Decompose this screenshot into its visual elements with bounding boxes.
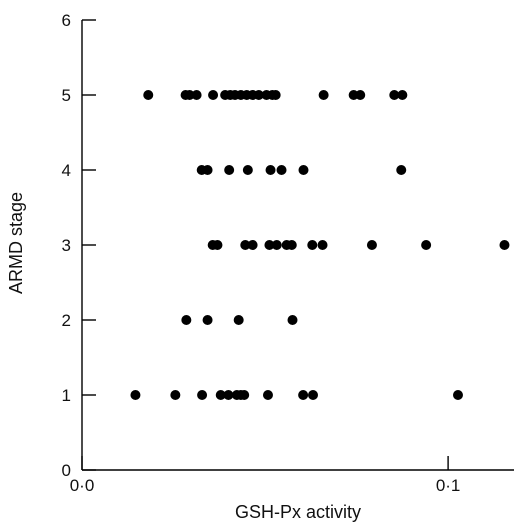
data-point [366,240,377,250]
data-point [224,165,235,175]
data-point [396,165,407,175]
data-point [286,240,297,250]
data-points [130,90,510,400]
data-point [197,390,208,400]
data-point [242,165,253,175]
tick-labels: 0 1 2 3 4 5 6 0·0 0·1 [62,11,461,495]
data-point [355,90,366,100]
data-point [307,240,318,250]
data-point [247,240,258,250]
data-point [264,240,275,250]
data-point [253,90,264,100]
y-axis-label: ARMD stage [6,192,26,294]
x-axis-label: GSH-Px activity [235,502,361,522]
y-tick-label: 6 [62,11,71,30]
data-point [181,315,192,325]
y-tick-label: 4 [62,161,71,180]
data-point [452,390,463,400]
y-tick-label: 0 [62,461,71,480]
data-point [202,165,213,175]
data-point [191,90,202,100]
x-tick-label: 0·0 [70,476,95,495]
data-point [287,315,298,325]
data-point [170,390,181,400]
x-tick-label: 0·1 [436,476,461,495]
tick-marks [81,19,449,471]
data-point [397,90,408,100]
y-tick-label: 1 [62,386,71,405]
data-point [318,90,329,100]
y-tick-label: 5 [62,86,71,105]
y-tick-label: 3 [62,236,71,255]
data-point [389,90,400,100]
data-point [215,390,226,400]
data-point [308,390,319,400]
data-point [208,90,219,100]
data-point [271,240,282,250]
data-point [270,90,281,100]
axes [81,20,514,471]
data-point [499,240,510,250]
data-point [143,90,154,100]
data-point [298,165,309,175]
data-point [276,165,287,175]
data-point [212,240,223,250]
data-point [130,390,141,400]
data-point [421,240,432,250]
data-point [223,390,234,400]
data-point [317,240,328,250]
data-point [240,240,251,250]
data-point [265,165,276,175]
data-point [233,315,244,325]
y-tick-label: 2 [62,311,71,330]
data-point [202,315,213,325]
data-point [184,90,195,100]
data-point [262,390,273,400]
data-point [239,390,250,400]
data-point [298,390,309,400]
